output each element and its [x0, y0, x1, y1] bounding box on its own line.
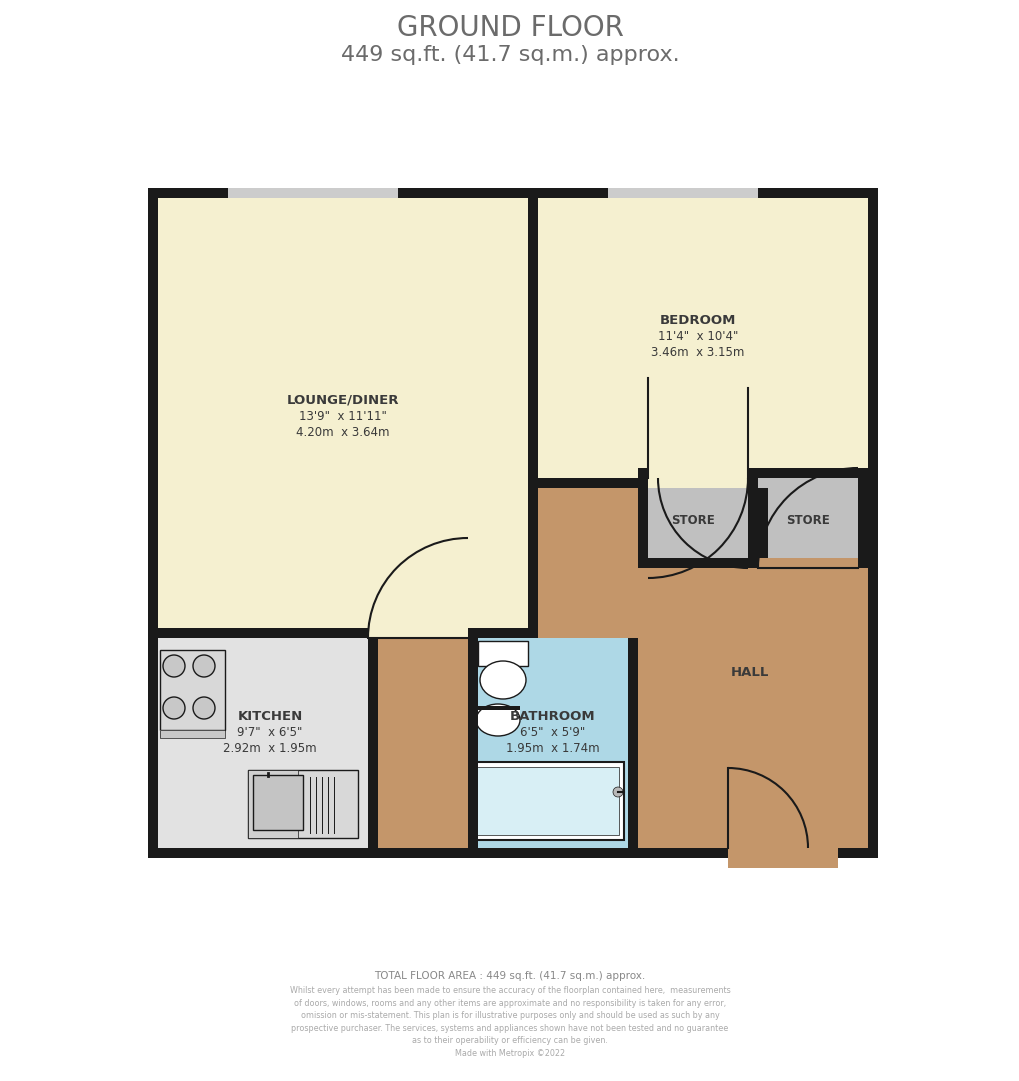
Circle shape: [612, 787, 623, 797]
Bar: [468, 628, 528, 638]
Text: KITCHEN: KITCHEN: [237, 709, 303, 722]
Text: 1.95m  x 1.74m: 1.95m x 1.74m: [505, 742, 599, 755]
Bar: [468, 638, 478, 848]
Bar: [537, 478, 637, 638]
Text: BATHROOM: BATHROOM: [510, 709, 595, 722]
Bar: [637, 478, 647, 488]
Bar: [657, 468, 745, 488]
Text: 6'5"  x 5'9": 6'5" x 5'9": [520, 725, 585, 738]
Bar: [637, 468, 867, 478]
Text: 3.46m  x 3.15m: 3.46m x 3.15m: [651, 346, 744, 359]
Bar: [368, 638, 468, 848]
Bar: [757, 558, 857, 578]
Bar: [757, 558, 867, 568]
Bar: [158, 638, 368, 848]
Text: LOUNGE/DINER: LOUNGE/DINER: [286, 393, 398, 406]
Ellipse shape: [476, 704, 520, 736]
Bar: [637, 488, 647, 568]
Text: HALL: HALL: [730, 666, 768, 679]
Text: BEDROOM: BEDROOM: [659, 313, 736, 326]
Bar: [253, 775, 303, 830]
Bar: [148, 188, 158, 628]
Bar: [747, 478, 757, 488]
Bar: [468, 638, 637, 848]
Text: 13'9"  x 11'11": 13'9" x 11'11": [299, 410, 386, 423]
Bar: [478, 641, 528, 666]
Circle shape: [193, 655, 215, 677]
Text: 449 sq.ft. (41.7 sq.m.) approx.: 449 sq.ft. (41.7 sq.m.) approx.: [340, 45, 679, 65]
Ellipse shape: [480, 660, 526, 699]
Text: 2.92m  x 1.95m: 2.92m x 1.95m: [223, 742, 317, 755]
Text: TOTAL FLOOR AREA : 449 sq.ft. (41.7 sq.m.) approx.: TOTAL FLOOR AREA : 449 sq.ft. (41.7 sq.m…: [374, 971, 645, 980]
Circle shape: [163, 655, 184, 677]
Bar: [757, 478, 867, 568]
Text: STORE: STORE: [786, 515, 829, 528]
Text: GROUND FLOOR: GROUND FLOOR: [396, 14, 623, 42]
Bar: [728, 848, 838, 868]
Bar: [160, 650, 225, 730]
Bar: [747, 488, 757, 568]
Bar: [476, 706, 520, 710]
Text: Whilst every attempt has been made to ensure the accuracy of the floorplan conta: Whilst every attempt has been made to en…: [289, 986, 730, 1057]
Bar: [637, 558, 757, 568]
Bar: [867, 188, 877, 858]
Bar: [160, 730, 225, 738]
Text: 11'4"  x 10'4": 11'4" x 10'4": [657, 330, 738, 343]
Bar: [368, 628, 468, 638]
Bar: [607, 188, 757, 198]
Text: STORE: STORE: [671, 515, 714, 528]
Bar: [477, 768, 619, 835]
Text: 4.20m  x 3.64m: 4.20m x 3.64m: [296, 426, 389, 439]
Bar: [472, 762, 624, 840]
Bar: [148, 188, 877, 198]
Bar: [368, 638, 378, 848]
Bar: [476, 706, 520, 724]
Text: 9'7"  x 6'5": 9'7" x 6'5": [237, 725, 303, 738]
Bar: [148, 848, 877, 858]
Bar: [628, 638, 637, 848]
Circle shape: [193, 697, 215, 719]
Bar: [158, 628, 368, 638]
Bar: [148, 188, 158, 858]
Bar: [857, 488, 867, 568]
Bar: [757, 488, 767, 568]
Bar: [158, 198, 528, 638]
Bar: [857, 478, 867, 488]
Bar: [647, 468, 747, 488]
Bar: [637, 568, 867, 848]
Bar: [228, 188, 397, 198]
Bar: [248, 770, 358, 838]
Bar: [160, 650, 225, 730]
Bar: [537, 198, 867, 478]
Bar: [528, 198, 537, 638]
Bar: [248, 770, 358, 838]
Circle shape: [163, 697, 184, 719]
Bar: [537, 478, 637, 488]
Bar: [637, 478, 747, 568]
Bar: [148, 638, 158, 848]
Bar: [160, 730, 225, 738]
Bar: [248, 770, 298, 838]
